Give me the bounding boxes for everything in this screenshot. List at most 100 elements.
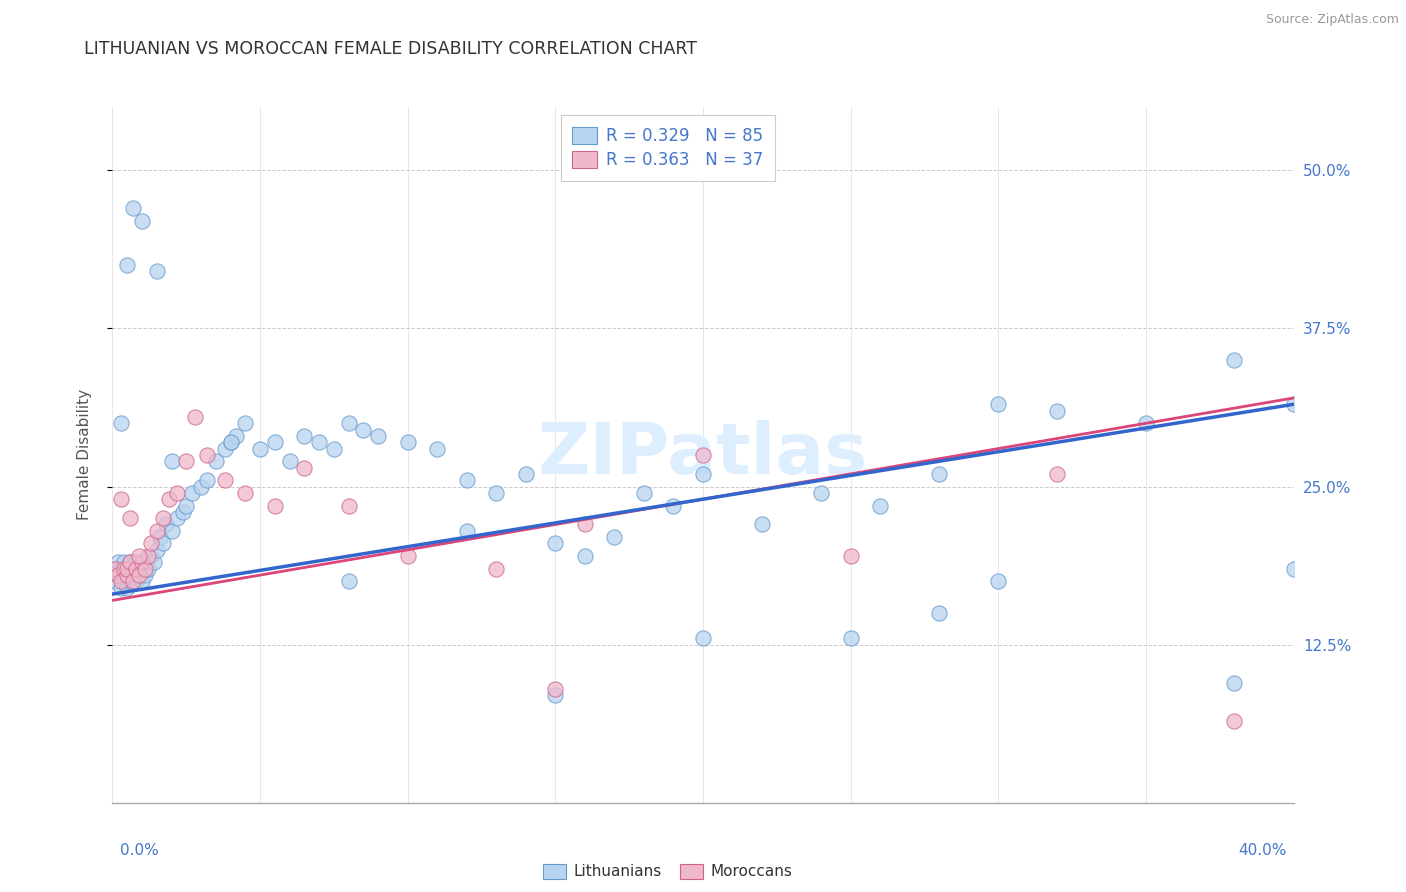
Point bbox=[146, 524, 169, 538]
Point bbox=[174, 499, 197, 513]
Point bbox=[692, 448, 714, 462]
Point bbox=[1223, 675, 1246, 690]
Point bbox=[131, 574, 153, 589]
Point bbox=[112, 574, 135, 589]
Point bbox=[633, 486, 655, 500]
Point bbox=[117, 562, 138, 576]
Point bbox=[160, 524, 183, 538]
Point bbox=[157, 492, 180, 507]
Point bbox=[181, 486, 204, 500]
Point bbox=[128, 562, 150, 576]
Point bbox=[249, 442, 271, 456]
Point bbox=[574, 517, 596, 532]
Point bbox=[142, 556, 165, 570]
Point bbox=[122, 201, 145, 215]
Point bbox=[839, 632, 862, 646]
Point bbox=[308, 435, 330, 450]
Point bbox=[166, 511, 188, 525]
Point bbox=[110, 492, 132, 507]
Point bbox=[195, 448, 218, 462]
Point bbox=[110, 581, 132, 595]
Point bbox=[692, 632, 714, 646]
Text: 40.0%: 40.0% bbox=[1239, 843, 1286, 858]
Point bbox=[337, 417, 360, 431]
Point bbox=[155, 517, 177, 532]
Point bbox=[352, 423, 374, 437]
Point bbox=[456, 473, 478, 487]
Point bbox=[292, 460, 315, 475]
Point bbox=[190, 479, 212, 493]
Point bbox=[544, 688, 567, 702]
Point bbox=[120, 574, 142, 589]
Point bbox=[225, 429, 247, 443]
Point bbox=[603, 530, 626, 544]
Point bbox=[139, 549, 162, 563]
Point bbox=[146, 542, 169, 557]
Point bbox=[125, 556, 148, 570]
Point bbox=[426, 442, 449, 456]
Point bbox=[107, 556, 129, 570]
Point bbox=[139, 536, 162, 550]
Point bbox=[205, 454, 228, 468]
Point bbox=[396, 435, 419, 450]
Point bbox=[110, 562, 132, 576]
Point bbox=[485, 486, 508, 500]
Point bbox=[219, 435, 242, 450]
Point bbox=[134, 562, 156, 576]
Point bbox=[485, 562, 508, 576]
Y-axis label: Female Disability: Female Disability bbox=[77, 389, 91, 521]
Point bbox=[152, 536, 174, 550]
Point bbox=[184, 409, 207, 424]
Point bbox=[214, 473, 236, 487]
Point bbox=[122, 562, 145, 576]
Point bbox=[214, 442, 236, 456]
Point bbox=[219, 435, 242, 450]
Point bbox=[136, 549, 159, 563]
Point bbox=[323, 442, 346, 456]
Point bbox=[574, 549, 596, 563]
Point bbox=[987, 397, 1010, 411]
Point bbox=[692, 467, 714, 481]
Point bbox=[1282, 562, 1305, 576]
Point bbox=[104, 562, 127, 576]
Point bbox=[117, 581, 138, 595]
Point bbox=[136, 562, 159, 576]
Point bbox=[839, 549, 862, 563]
Point bbox=[120, 511, 142, 525]
Text: LITHUANIAN VS MOROCCAN FEMALE DISABILITY CORRELATION CHART: LITHUANIAN VS MOROCCAN FEMALE DISABILITY… bbox=[84, 40, 697, 58]
Point bbox=[128, 549, 150, 563]
Point bbox=[928, 606, 950, 620]
Point bbox=[810, 486, 832, 500]
Text: Source: ZipAtlas.com: Source: ZipAtlas.com bbox=[1265, 13, 1399, 27]
Point bbox=[146, 264, 169, 278]
Point bbox=[122, 574, 145, 589]
Point bbox=[751, 517, 773, 532]
Text: 0.0%: 0.0% bbox=[120, 843, 159, 858]
Point bbox=[278, 454, 301, 468]
Point bbox=[112, 556, 135, 570]
Point bbox=[367, 429, 389, 443]
Point bbox=[125, 574, 148, 589]
Point bbox=[107, 568, 129, 582]
Point bbox=[928, 467, 950, 481]
Point bbox=[264, 435, 287, 450]
Point bbox=[1223, 353, 1246, 368]
Point bbox=[107, 568, 129, 582]
Point bbox=[337, 574, 360, 589]
Point bbox=[104, 574, 127, 589]
Point bbox=[662, 499, 685, 513]
Point bbox=[233, 486, 256, 500]
Point bbox=[131, 556, 153, 570]
Point bbox=[117, 568, 138, 582]
Point bbox=[337, 499, 360, 513]
Point bbox=[128, 568, 150, 582]
Point bbox=[125, 562, 148, 576]
Point bbox=[544, 681, 567, 696]
Point bbox=[869, 499, 891, 513]
Point bbox=[172, 505, 194, 519]
Legend: Lithuanians, Moroccans: Lithuanians, Moroccans bbox=[537, 857, 799, 886]
Point bbox=[149, 530, 172, 544]
Point bbox=[128, 568, 150, 582]
Point bbox=[1282, 397, 1305, 411]
Point bbox=[110, 574, 132, 589]
